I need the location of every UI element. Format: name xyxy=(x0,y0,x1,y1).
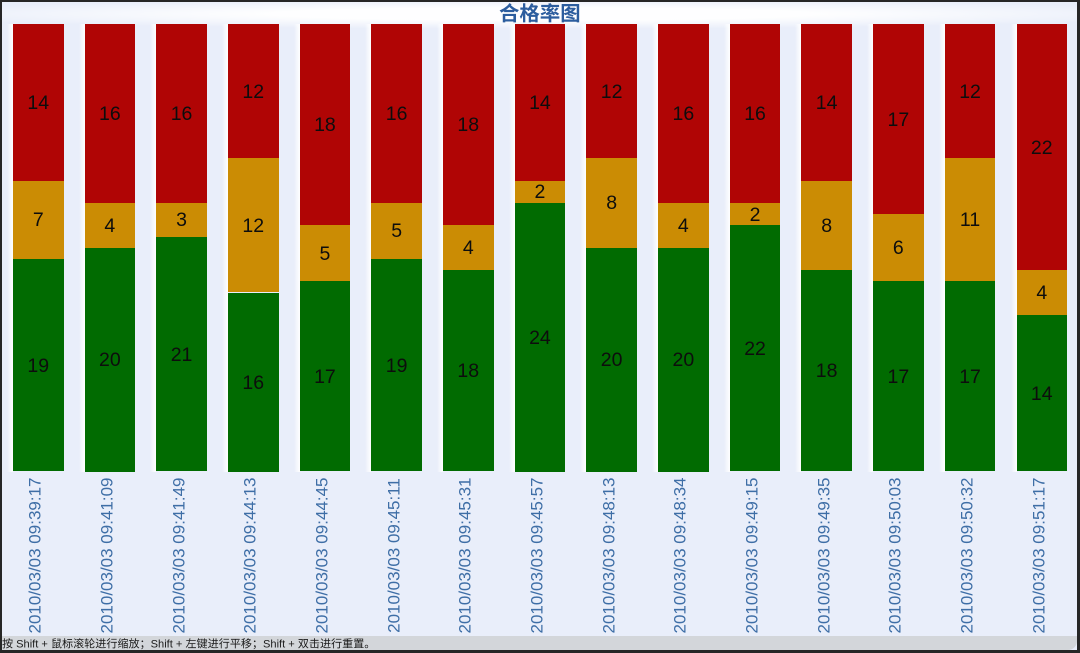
svg-text:Shift +: Shift + xyxy=(151,639,183,651)
svg-text:Shift +: Shift + xyxy=(263,639,295,651)
svg-text:Shift +: Shift + xyxy=(16,639,48,651)
